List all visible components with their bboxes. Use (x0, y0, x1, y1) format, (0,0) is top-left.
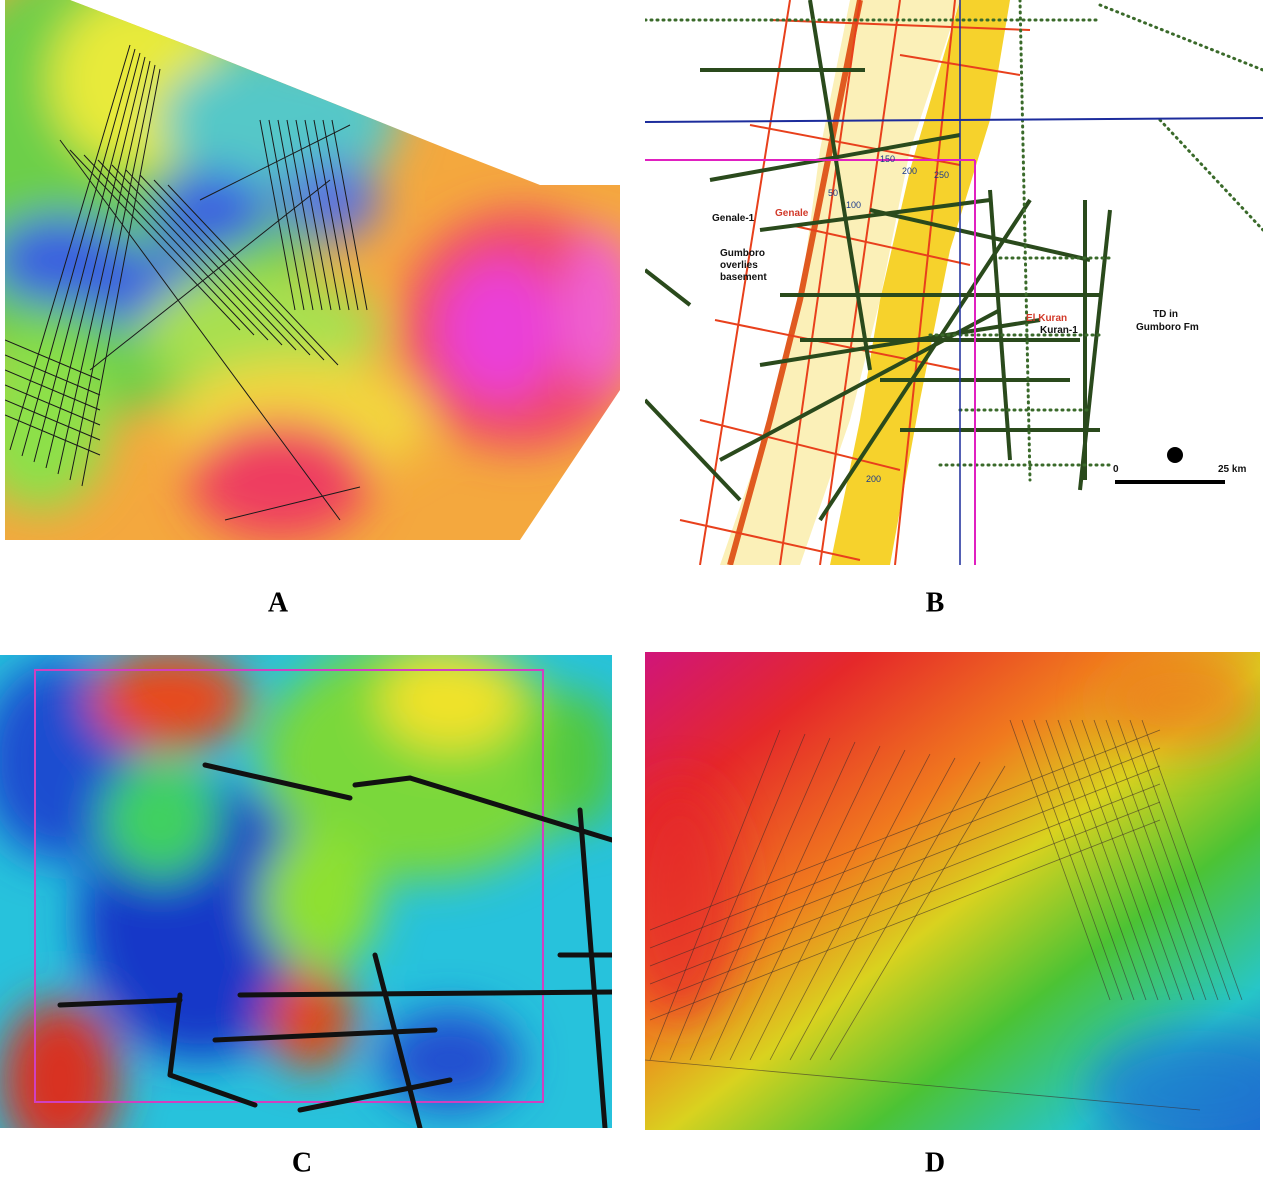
well-label: Genale-1 (712, 213, 755, 224)
north-arrow (1167, 447, 1183, 463)
well-label: Genale (775, 208, 809, 219)
scale-start: 0 (1113, 464, 1119, 475)
figure: Genale-1 Genale Gumboro overlies basemen… (0, 0, 1263, 1180)
map-c (0, 640, 620, 1160)
panel-label: A (268, 587, 289, 618)
map-b: Genale-1 Genale Gumboro overlies basemen… (645, 0, 1263, 565)
well-label: Kuran-1 (1040, 325, 1078, 336)
note: basement (720, 272, 767, 283)
page: {"panels": [ {"label": "A"}, {"label": "… (0, 0, 1263, 1180)
panel-label: B (926, 587, 945, 618)
contour-label: 200 (866, 474, 881, 484)
well-label: El Kuran (1026, 313, 1067, 324)
scale-end: 25 km (1218, 464, 1246, 475)
contour-label: 150 (880, 154, 895, 164)
contour-label: 250 (934, 170, 949, 180)
survey-line (240, 992, 612, 995)
map-d (620, 650, 1263, 1150)
contour-label: 50 (828, 188, 838, 198)
note: overlies (720, 260, 758, 271)
map-a (0, 0, 640, 540)
contour-label: 200 (902, 166, 917, 176)
contour-label: 100 (846, 200, 861, 210)
panel-label: D (925, 1147, 945, 1178)
note: Gumboro (720, 248, 765, 259)
note: Gumboro Fm (1136, 322, 1199, 333)
note: TD in (1153, 309, 1178, 320)
panel-label: C (292, 1147, 312, 1178)
